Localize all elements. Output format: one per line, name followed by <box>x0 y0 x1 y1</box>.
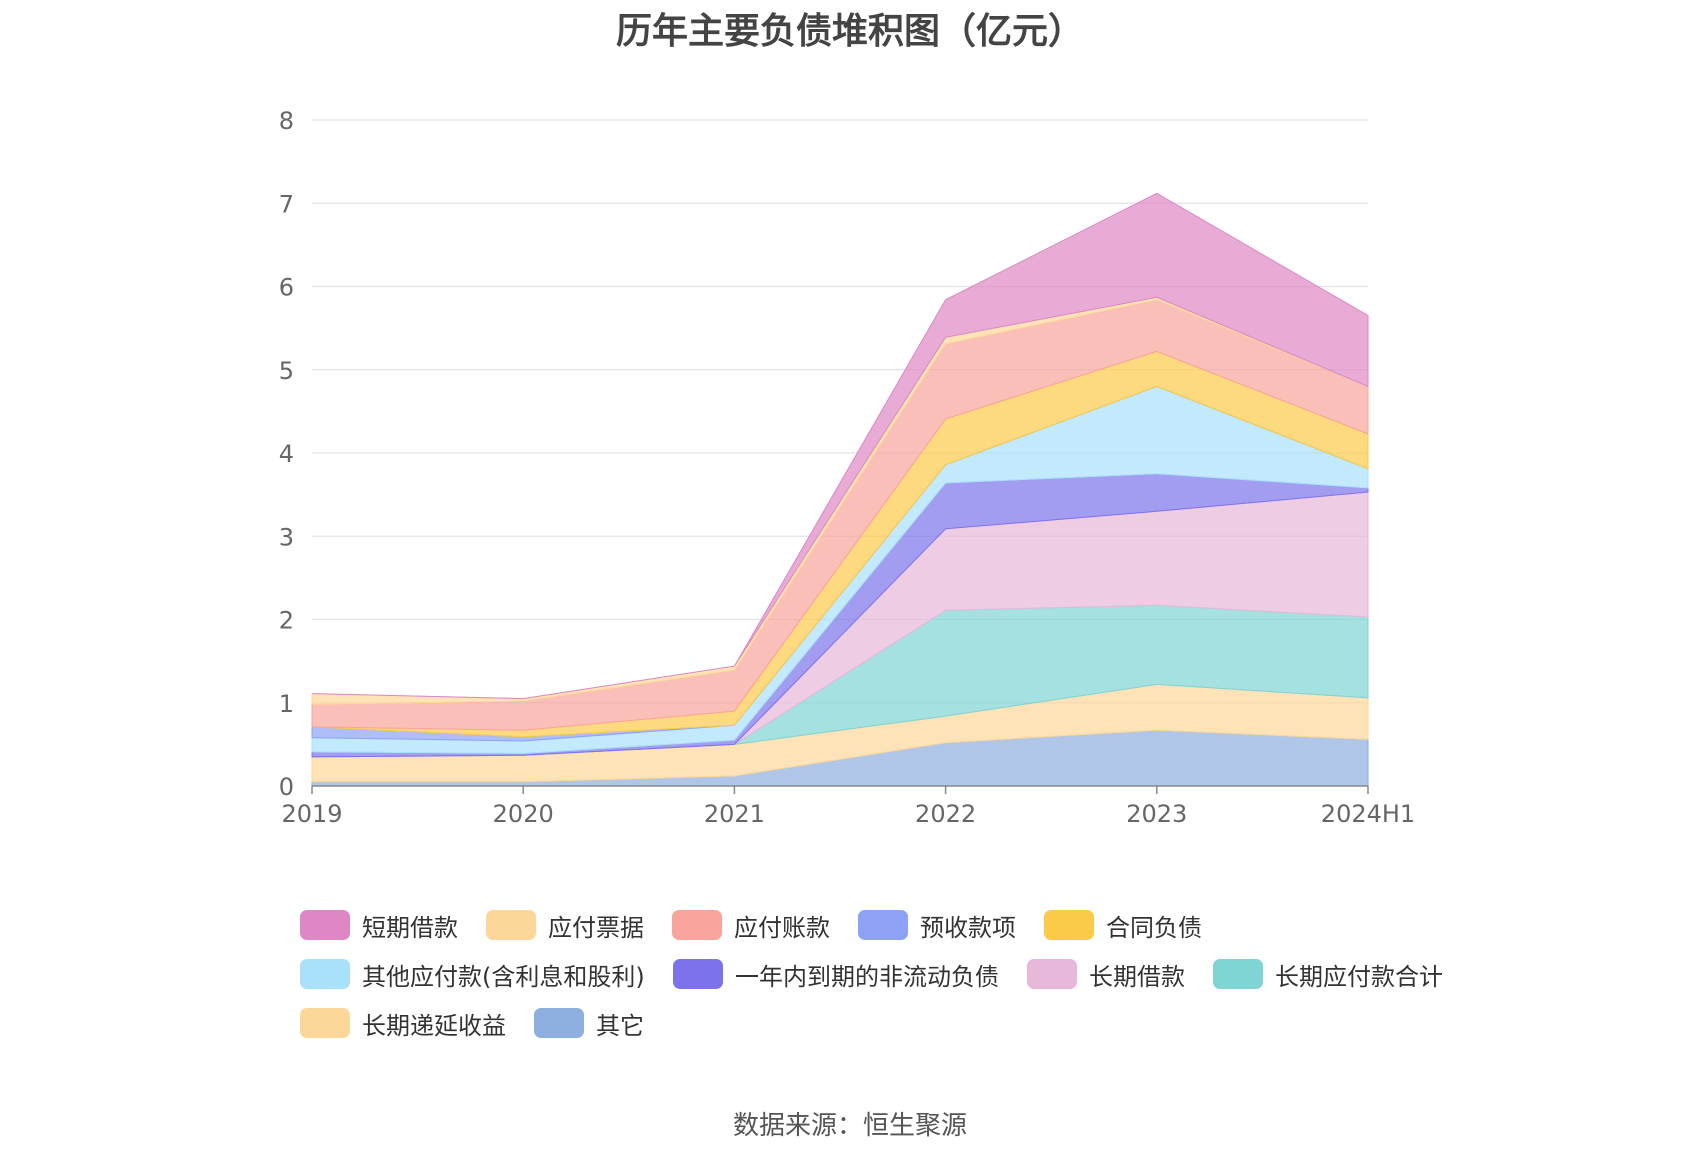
legend-item[interactable]: 长期借款 <box>1027 954 1185 994</box>
y-tick-label: 4 <box>279 440 294 468</box>
chart-title: 历年主要负债堆积图（亿元） <box>615 11 1084 52</box>
axes: 0 1 2 3 4 5 6 7 8 2019 2020 2021 2022 2023 2024H1 <box>279 107 1415 828</box>
y-tick-label: 3 <box>279 523 294 551</box>
legend-label: 短期借款 <box>362 913 458 942</box>
x-tick-label: 2019 <box>281 800 342 828</box>
legend-label: 长期应付款合计 <box>1275 962 1443 991</box>
legend-label: 长期借款 <box>1089 962 1185 991</box>
stacked-area-chart: 0 1 2 3 4 5 6 7 8 2019 2020 2021 2022 2023 2024H1 <box>279 107 1415 828</box>
x-tick-label: 2020 <box>493 800 554 828</box>
legend-swatch <box>1027 959 1077 989</box>
legend-label: 长期递延收益 <box>362 1011 506 1040</box>
legend-label: 预收款项 <box>920 913 1016 942</box>
legend-label: 其它 <box>596 1011 644 1040</box>
legend-label: 一年内到期的非流动负债 <box>735 962 999 991</box>
legend-item[interactable]: 其它 <box>534 1003 644 1043</box>
y-tick-label: 5 <box>279 357 294 385</box>
x-tick-label: 2022 <box>915 800 976 828</box>
y-tick-label: 1 <box>279 690 294 718</box>
y-tick-label: 8 <box>279 107 294 135</box>
y-tick-label: 6 <box>279 274 294 302</box>
y-tick-label: 0 <box>279 773 294 801</box>
legend-item[interactable]: 预收款项 <box>858 905 1016 945</box>
x-tick-label: 2021 <box>704 800 765 828</box>
y-tick-label: 2 <box>279 607 294 635</box>
legend-label: 应付票据 <box>548 913 644 942</box>
legend-swatch <box>300 1008 350 1038</box>
legend-item[interactable]: 合同负债 <box>1044 905 1202 945</box>
legend-swatch <box>300 910 350 940</box>
legend-item[interactable]: 一年内到期的非流动负债 <box>673 954 999 994</box>
data-source-note: 数据来源：恒生聚源 <box>732 1111 967 1141</box>
legend-item[interactable]: 其他应付款(含利息和股利) <box>300 954 645 994</box>
legend-label: 其他应付款(含利息和股利) <box>362 962 645 991</box>
legend-swatch <box>672 910 722 940</box>
area-series <box>311 192 1369 787</box>
legend-label: 合同负债 <box>1106 913 1202 942</box>
legend-swatch <box>486 910 536 940</box>
x-tick-label: 2023 <box>1126 800 1187 828</box>
legend-swatch <box>858 910 908 940</box>
legend-label: 应付账款 <box>734 913 830 942</box>
legend-swatch <box>1044 910 1094 940</box>
legend-item[interactable]: 应付票据 <box>486 905 644 945</box>
y-tick-label: 7 <box>279 190 294 218</box>
legend-item[interactable]: 应付账款 <box>672 905 830 945</box>
legend-item[interactable]: 长期应付款合计 <box>1213 954 1443 994</box>
legend-item[interactable]: 长期递延收益 <box>300 1003 506 1043</box>
area-series-11 <box>311 192 1369 700</box>
legend-item[interactable]: 短期借款 <box>300 905 458 945</box>
legend-swatch <box>1213 959 1263 989</box>
legend-swatch <box>673 959 723 989</box>
legend-swatch <box>534 1008 584 1038</box>
legend-swatch <box>300 959 350 989</box>
x-tick-label: 2024H1 <box>1321 800 1415 828</box>
